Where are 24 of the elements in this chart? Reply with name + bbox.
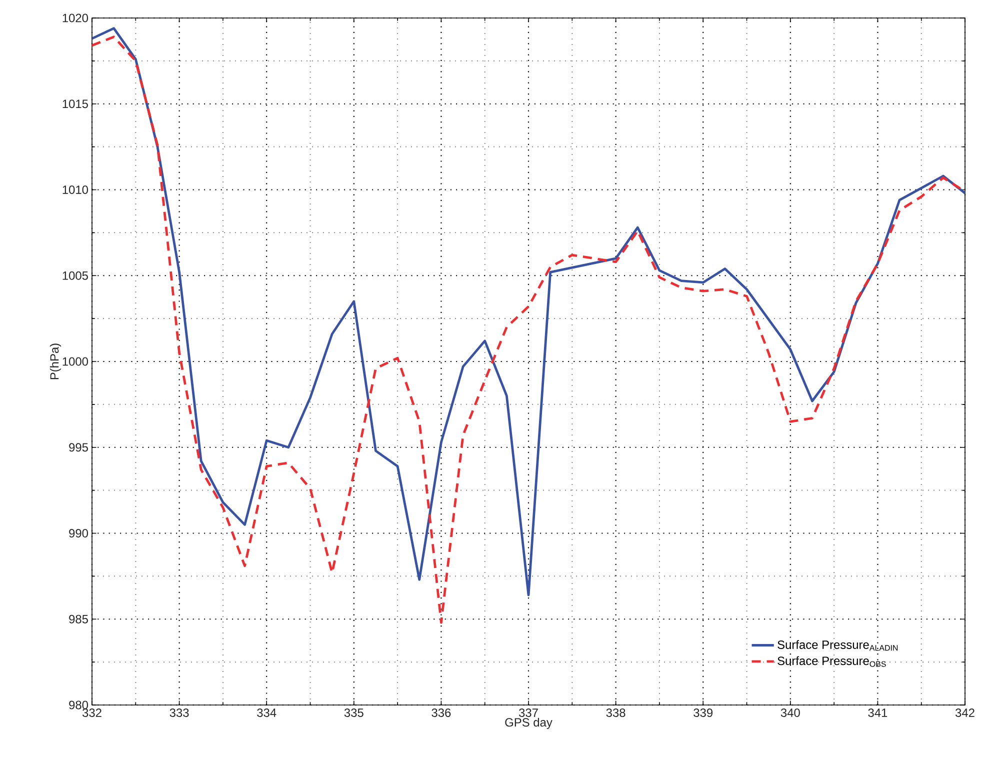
y-tick-label: 1005	[62, 271, 88, 280]
x-tick-label: 338	[606, 708, 626, 717]
legend-label: Surface Pressure$_{ALADIN}$	[778, 640, 898, 651]
x-axis-title: GPS day	[505, 718, 552, 729]
y-tick-label: 980	[69, 700, 88, 710]
y-tick-label: 995	[69, 443, 88, 452]
y-tick-label: 1010	[62, 186, 88, 194]
y-tick-label: 985	[69, 614, 88, 624]
x-tick-label: 339	[694, 708, 713, 717]
y-tick-label: 1015	[62, 100, 88, 108]
x-tick-label: 337	[518, 708, 538, 717]
x-tick-label: 333	[170, 708, 189, 717]
x-tick-label: 336	[432, 708, 451, 717]
x-tick-label: 340	[780, 708, 800, 717]
x-tick-label: 335	[344, 708, 364, 717]
x-tick-label: 334	[257, 708, 276, 717]
legend-label: Surface Pressure$_{OBS}$	[778, 656, 886, 667]
x-tick-label: 332	[82, 708, 102, 717]
y-tick-label: 1000	[62, 357, 88, 366]
x-tick-label: 342	[955, 708, 974, 717]
y-axis-title: P(hPa)	[50, 344, 62, 380]
x-tick-label: 341	[868, 708, 888, 717]
y-tick-label: 990	[69, 529, 88, 538]
y-tick-label: 1020	[62, 14, 88, 22]
